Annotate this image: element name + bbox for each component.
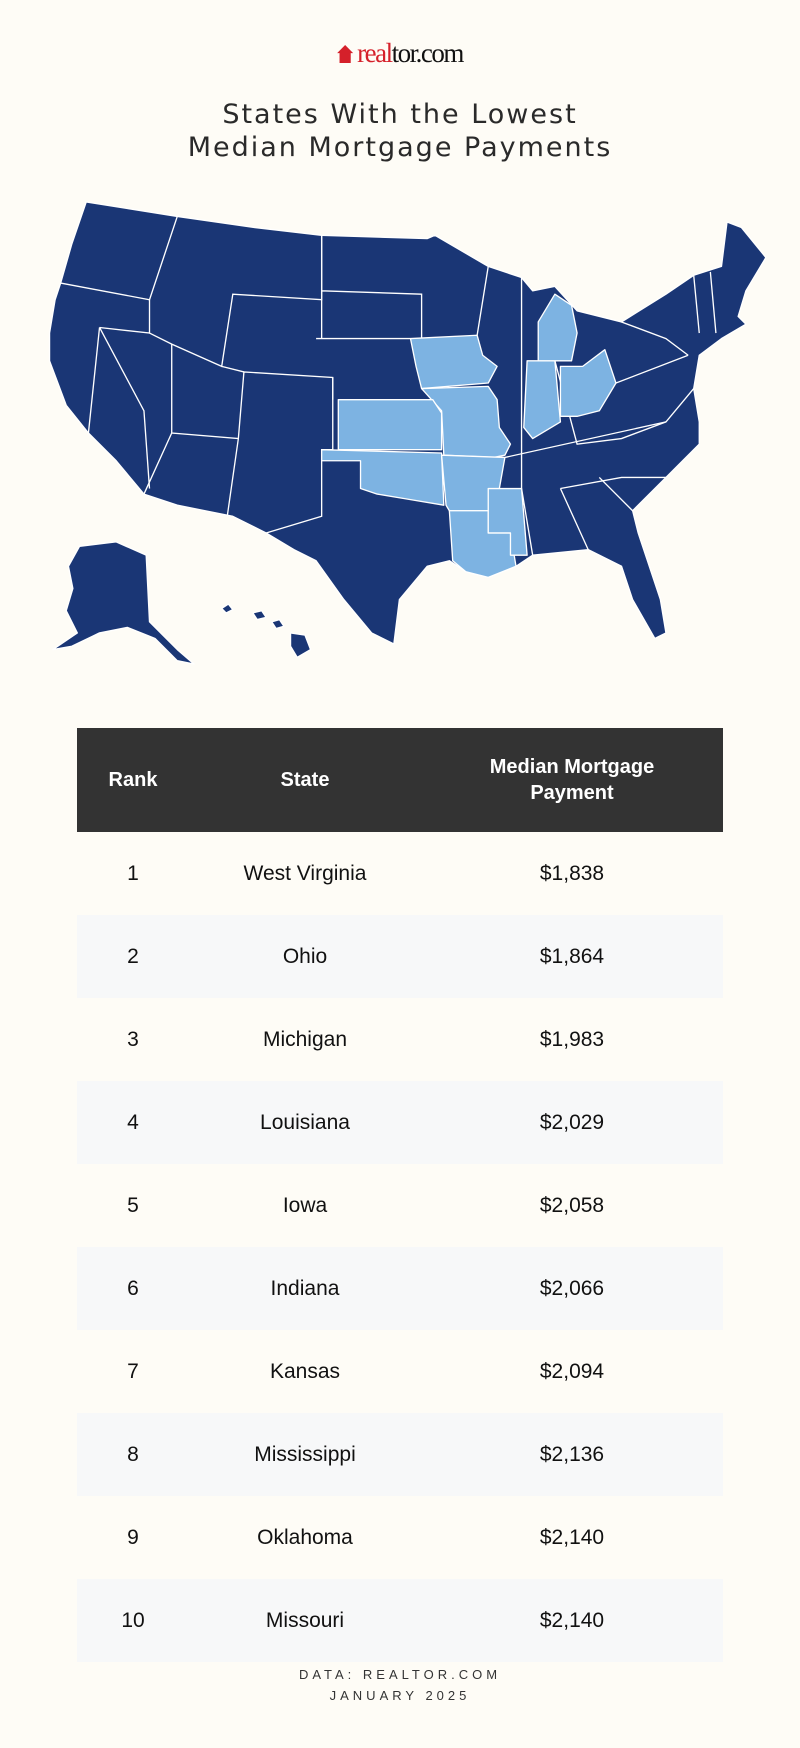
table-header: Rank State Median Mortgage Payment [77,728,723,832]
rank-cell: 9 [127,1525,139,1549]
state-cell: Louisiana [189,1081,421,1164]
payment-cell: $2,140 [539,1525,605,1549]
state-hawaii [221,603,312,659]
rank-cell: 1 [127,861,139,885]
state-cell: Indiana [189,1247,421,1330]
header-rank: Rank [77,728,189,832]
state-michigan [537,293,578,362]
state-cell: Michigan [262,1027,348,1051]
table-row: 1 West Virginia $1,838 [77,832,723,915]
header-state: State [189,728,421,832]
realtor-logo: realtor.com [0,38,800,69]
us-map [48,201,767,665]
state-cell: West Virginia [243,861,367,885]
state-iowa [409,334,498,390]
state-ohio [559,349,617,418]
data-source: DATA: REALTOR.COM [298,1667,502,1682]
highlighted-states [320,293,617,579]
data-date: JANUARY 2025 [329,1688,471,1703]
payment-cell: $2,136 [421,1413,723,1496]
state-kansas [337,399,443,451]
payment-cell: $1,983 [539,1027,605,1051]
state-cell: Oklahoma [257,1525,353,1549]
table-row: 2 Ohio $1,864 [77,915,723,998]
rank-cell: 6 [77,1247,189,1330]
rank-cell: 4 [77,1081,189,1164]
house-icon [337,45,354,63]
state-alaska [52,541,195,665]
payment-cell: $2,029 [421,1081,723,1164]
payment-cell: $2,058 [539,1193,605,1217]
table-row: 9 Oklahoma $2,140 [77,1496,723,1579]
state-mississippi [487,487,528,556]
table-row: 7 Kansas $2,094 [77,1330,723,1413]
table-row: 8 Mississippi $2,136 [77,1413,723,1496]
header-payment: Median Mortgage Payment [421,728,723,832]
payment-cell: $2,066 [421,1247,723,1330]
rank-cell: 3 [127,1027,139,1051]
table-row: 5 Iowa $2,058 [77,1164,723,1247]
rank-cell: 7 [127,1359,139,1383]
payment-cell: $1,864 [421,915,723,998]
rank-cell: 10 [77,1579,189,1662]
state-missouri [420,385,512,459]
table-row: 10 Missouri $2,140 [77,1579,723,1662]
payment-cell: $2,140 [421,1579,723,1662]
state-cell: Ohio [189,915,421,998]
state-borders [60,216,717,556]
rank-cell: 5 [127,1193,139,1217]
state-cell: Iowa [282,1193,328,1217]
table-row: 3 Michigan $1,983 [77,998,723,1081]
payment-cell: $1,838 [539,861,605,885]
page-title: States With the Lowest Median Mortgage P… [187,99,613,163]
table-row: 4 Louisiana $2,029 [77,1081,723,1164]
table-row: 6 Indiana $2,066 [77,1247,723,1330]
state-cell: Mississippi [189,1413,421,1496]
rank-cell: 8 [77,1413,189,1496]
state-cell: Missouri [189,1579,421,1662]
rank-cell: 2 [77,915,189,998]
payment-cell: $2,094 [539,1359,605,1383]
state-cell: Kansas [269,1359,341,1383]
ranking-table: Rank State Median Mortgage Payment 1 West… [77,728,723,1662]
